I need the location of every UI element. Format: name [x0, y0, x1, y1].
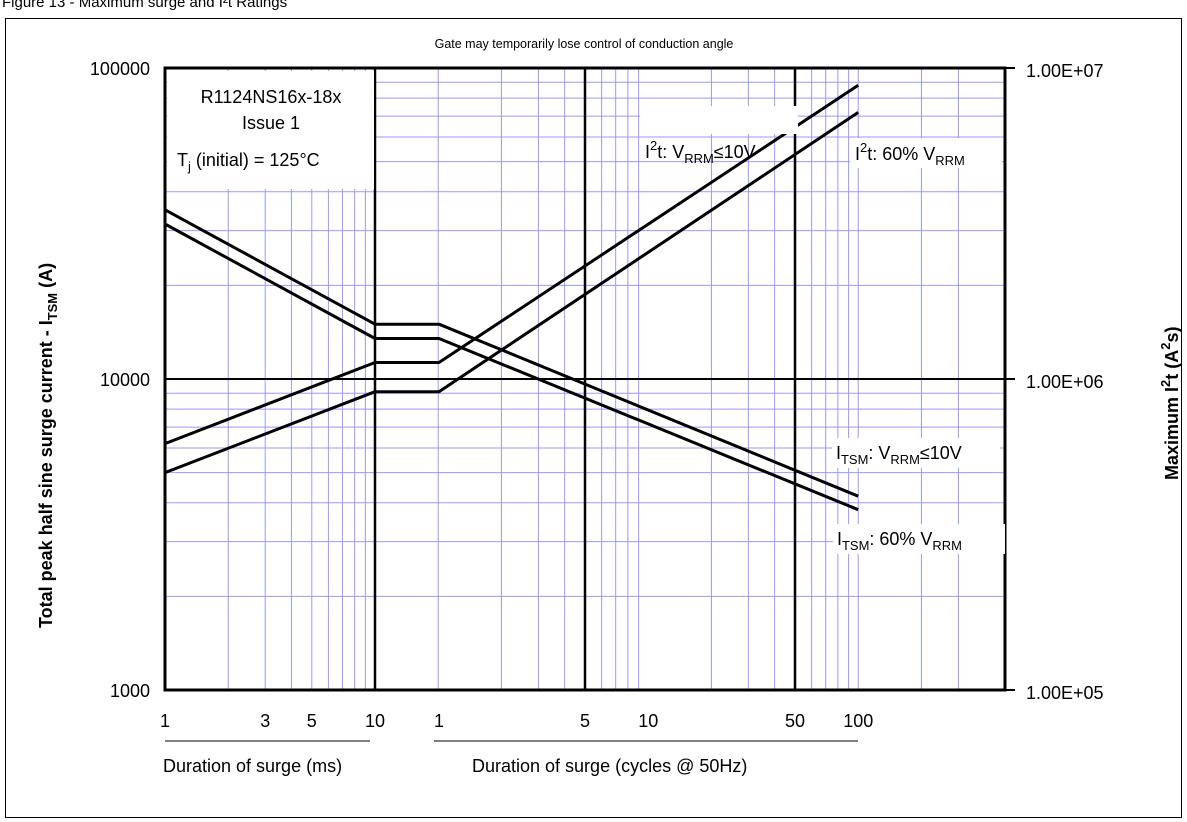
issue-label: Issue 1 [242, 113, 300, 133]
figure-caption: Figure 13 - Maximum surge and I²t Rating… [2, 0, 288, 11]
x-tick-cycles-5: 5 [580, 711, 590, 731]
x-tick-cycles-100: 100 [843, 711, 873, 731]
x-label-ms: Duration of surge (ms) [163, 756, 342, 776]
series-line-0 [164, 208, 859, 498]
svg-text:ITSM: VRRM≤10V: ITSM: VRRM≤10V [836, 443, 962, 467]
chart-frame [5, 18, 1182, 818]
x-tick-ms-5: 5 [307, 711, 317, 731]
series-layer [164, 84, 860, 512]
chart-title: Gate may temporarily lose control of con… [435, 37, 734, 51]
label-i2t-60: I2t: 60% VRRM [850, 138, 1002, 168]
x-tick-ms-10: 10 [365, 711, 385, 731]
y-tick-10000: 10000 [100, 370, 150, 390]
major-gridlines [165, 67, 1015, 691]
series-line-2 [164, 84, 860, 445]
series-line-3 [164, 111, 860, 474]
x-tick-cycles-50: 50 [785, 711, 805, 731]
y2-axis-label: Maximum I2t (A2s) [1158, 327, 1182, 480]
label-itsm-10v: ITSM: VRRM≤10V [832, 438, 1000, 468]
part-number: R1124NS16x-18x [201, 87, 342, 107]
x-tick-ms-3: 3 [260, 711, 270, 731]
svg-text:ITSM: 60% VRRM: ITSM: 60% VRRM [837, 529, 962, 553]
label-itsm-60: ITSM: 60% VRRM [833, 524, 1005, 554]
y2-tick-1e7: 1.00E+07 [1026, 61, 1104, 81]
y2-tick-1e5: 1.00E+05 [1026, 683, 1104, 703]
label-i2t-10v: I2t: VRRM≤10V [640, 106, 798, 166]
x-tick-labels: 1 3 5 10 1 5 10 50 100 [160, 711, 873, 731]
x-tick-ms-1: 1 [160, 711, 170, 731]
y-axis-label: Total peak half sine surge current - ITS… [36, 263, 60, 628]
y-tick-100000: 100000 [90, 59, 150, 79]
x-label-cycles: Duration of surge (cycles @ 50Hz) [472, 756, 747, 776]
svg-text:I2t: VRRM≤10V: I2t: VRRM≤10V [645, 138, 756, 166]
svg-text:I2t: 60% VRRM: I2t: 60% VRRM [855, 140, 965, 168]
series-line-1 [164, 222, 859, 512]
x-tick-cycles-1: 1 [434, 711, 444, 731]
y-tick-1000: 1000 [110, 681, 150, 701]
info-box: R1124NS16x-18x Issue 1 Tj (initial) = 12… [167, 71, 374, 189]
y2-tick-1e6: 1.00E+06 [1026, 372, 1104, 392]
tj-label: Tj (initial) = 125°C [177, 150, 320, 174]
x-tick-cycles-10: 10 [638, 711, 658, 731]
